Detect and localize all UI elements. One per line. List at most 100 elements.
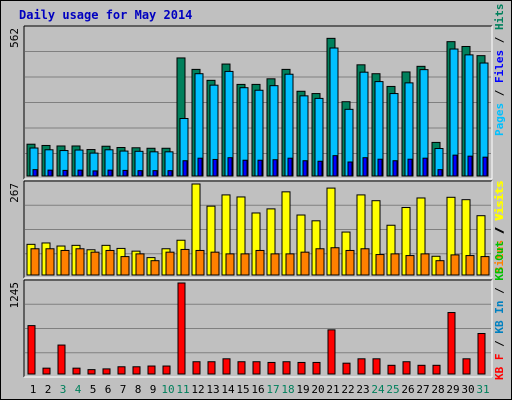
bar-kbytes-day-6 <box>102 368 111 375</box>
bar-kbytes-day-4 <box>72 367 81 375</box>
x-tick-label-day-19: 19 <box>296 383 309 396</box>
x-tick-label-day-15: 15 <box>236 383 249 396</box>
x-tick-label-day-2: 2 <box>45 383 52 396</box>
bar-pages-day-21 <box>332 155 338 177</box>
x-tick-label-day-31: 31 <box>476 383 489 396</box>
bar-sites-day-31 <box>480 256 490 276</box>
bar-sites-day-11 <box>180 248 190 276</box>
bar-kbytes-day-24 <box>372 358 381 375</box>
bar-pages-day-8 <box>137 170 143 177</box>
bar-pages-day-1 <box>32 169 38 177</box>
bar-pages-day-6 <box>107 169 113 177</box>
bar-kbytes-day-20 <box>312 361 321 375</box>
x-tick-label-day-20: 20 <box>311 383 324 396</box>
bar-sites-day-4 <box>75 248 85 276</box>
x-tick-label-day-7: 7 <box>120 383 127 396</box>
bar-sites-day-5 <box>90 251 100 276</box>
bar-pages-day-24 <box>377 158 383 177</box>
bar-sites-day-19 <box>300 251 310 276</box>
x-tick-label-day-29: 29 <box>446 383 459 396</box>
bar-kbytes-day-28 <box>432 364 441 375</box>
bar-kbytes-day-21 <box>327 329 336 375</box>
x-tick-label-day-25: 25 <box>386 383 399 396</box>
legend-hits-panel: Pages / Files / Hits <box>493 4 506 137</box>
x-tick-label-day-17: 17 <box>266 383 279 396</box>
bar-sites-day-14 <box>225 253 235 276</box>
bar-pages-day-9 <box>152 170 158 177</box>
x-tick-label-day-8: 8 <box>135 383 142 396</box>
bar-sites-day-8 <box>135 253 145 276</box>
bar-sites-day-10 <box>165 251 175 276</box>
bar-pages-day-12 <box>197 157 203 177</box>
bar-pages-day-26 <box>407 158 413 177</box>
bar-kbytes-day-13 <box>207 361 216 375</box>
bar-pages-day-17 <box>272 159 278 177</box>
x-tick-label-day-11: 11 <box>176 383 189 396</box>
y-max-label-kbytes: 1245 <box>8 282 21 309</box>
bar-pages-day-22 <box>347 161 353 177</box>
bar-sites-day-28 <box>435 260 445 276</box>
x-tick-label-day-18: 18 <box>281 383 294 396</box>
bar-pages-day-18 <box>287 157 293 177</box>
bar-pages-day-27 <box>422 157 428 177</box>
x-tick-label-day-6: 6 <box>105 383 112 396</box>
legend-kbytes-panel: KB F / KB In / KB Out / Visits <box>493 181 506 380</box>
bar-kbytes-day-16 <box>252 361 261 375</box>
x-tick-label-day-1: 1 <box>30 383 37 396</box>
bar-pages-day-2 <box>47 169 53 177</box>
bar-kbytes-day-17 <box>267 361 276 375</box>
bar-kbytes-day-1 <box>27 325 36 375</box>
bar-kbytes-day-14 <box>222 358 231 375</box>
bar-sites-day-23 <box>360 248 370 276</box>
bar-kbytes-day-11 <box>177 282 186 375</box>
x-tick-label-day-23: 23 <box>356 383 369 396</box>
bar-kbytes-day-9 <box>147 365 156 375</box>
bar-pages-day-31 <box>482 156 488 177</box>
bar-kbytes-day-5 <box>87 369 96 375</box>
bar-sites-day-6 <box>105 249 115 276</box>
bar-sites-day-25 <box>390 253 400 276</box>
x-tick-label-day-14: 14 <box>221 383 235 396</box>
x-tick-label-day-4: 4 <box>75 383 82 396</box>
x-tick-label-day-24: 24 <box>371 383 385 396</box>
bar-pages-day-13 <box>212 158 218 177</box>
bar-pages-day-4 <box>77 169 83 177</box>
bar-sites-day-1 <box>30 248 40 276</box>
bar-sites-day-21 <box>330 247 340 276</box>
bar-sites-day-20 <box>315 248 325 276</box>
bar-kbytes-day-23 <box>357 358 366 375</box>
bar-pages-day-25 <box>392 160 398 177</box>
x-tick-label-day-26: 26 <box>401 383 414 396</box>
bar-sites-day-17 <box>270 253 280 276</box>
bar-sites-day-13 <box>210 251 220 276</box>
x-tick-label-day-16: 16 <box>251 383 264 396</box>
bar-kbytes-day-2 <box>42 367 51 375</box>
x-tick-label-day-10: 10 <box>161 383 174 396</box>
bar-kbytes-day-22 <box>342 362 351 375</box>
x-tick-label-day-13: 13 <box>206 383 219 396</box>
bar-sites-day-18 <box>285 253 295 276</box>
bar-sites-day-26 <box>405 255 415 276</box>
bar-pages-day-30 <box>467 155 473 177</box>
y-max-label-visits: 267 <box>8 183 21 203</box>
chart-title: Daily usage for May 2014 <box>19 8 193 22</box>
bar-pages-day-3 <box>62 169 68 177</box>
bar-kbytes-day-29 <box>447 312 456 375</box>
bar-kbytes-day-31 <box>477 333 486 375</box>
bar-kbytes-day-25 <box>387 364 396 375</box>
bar-sites-day-9 <box>150 260 160 276</box>
bar-pages-day-16 <box>257 159 263 177</box>
bar-sites-day-3 <box>60 249 70 276</box>
x-tick-label-day-27: 27 <box>416 383 429 396</box>
x-tick-label-day-3: 3 <box>60 383 67 396</box>
bar-sites-day-15 <box>240 253 250 276</box>
x-tick-label-day-28: 28 <box>431 383 444 396</box>
bar-kbytes-day-15 <box>237 361 246 375</box>
bar-kbytes-day-19 <box>297 361 306 375</box>
bar-sites-day-12 <box>195 249 205 276</box>
y-max-label-hits: 562 <box>8 28 21 48</box>
bar-pages-day-19 <box>302 160 308 177</box>
bar-pages-day-20 <box>317 160 323 177</box>
bar-sites-day-7 <box>120 256 130 276</box>
